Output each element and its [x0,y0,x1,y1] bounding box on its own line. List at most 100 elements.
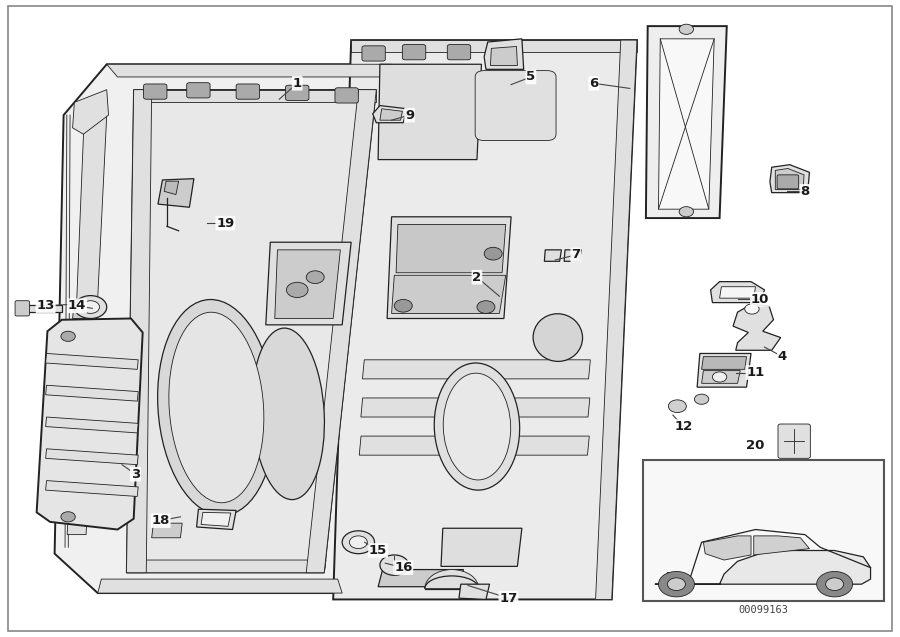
Circle shape [713,372,727,382]
Circle shape [61,512,76,522]
Polygon shape [720,287,755,298]
Polygon shape [378,569,464,587]
FancyBboxPatch shape [144,84,166,99]
FancyBboxPatch shape [15,301,30,316]
Polygon shape [387,217,511,318]
Bar [644,461,884,601]
Text: 14: 14 [68,299,86,312]
Polygon shape [73,90,109,134]
Circle shape [349,536,367,548]
Polygon shape [484,39,524,69]
Polygon shape [734,304,780,350]
FancyBboxPatch shape [236,84,259,99]
Circle shape [484,247,502,260]
Text: 8: 8 [800,185,810,198]
Polygon shape [363,360,590,379]
Polygon shape [564,250,581,261]
Ellipse shape [169,312,264,503]
Polygon shape [274,250,340,318]
Text: 16: 16 [394,561,412,574]
Text: 4: 4 [778,350,788,363]
Text: 13: 13 [36,299,55,312]
Ellipse shape [158,299,275,515]
Polygon shape [459,584,490,599]
FancyBboxPatch shape [402,45,426,60]
Ellipse shape [252,328,324,499]
Ellipse shape [443,373,510,480]
Circle shape [342,531,374,554]
Polygon shape [127,560,326,573]
Polygon shape [158,178,194,207]
Polygon shape [333,40,637,599]
Polygon shape [37,318,143,529]
Polygon shape [152,523,182,538]
Circle shape [668,578,686,590]
Circle shape [825,578,843,590]
Ellipse shape [435,363,519,490]
FancyBboxPatch shape [335,88,358,103]
Polygon shape [196,509,236,529]
Polygon shape [351,40,637,52]
Polygon shape [380,109,402,120]
Circle shape [82,301,100,313]
Polygon shape [46,480,139,496]
Polygon shape [68,115,107,534]
Polygon shape [753,536,809,555]
Polygon shape [441,528,522,566]
FancyBboxPatch shape [186,83,210,98]
Polygon shape [46,385,139,401]
Polygon shape [702,357,746,369]
Text: 20: 20 [746,439,765,452]
Circle shape [75,296,107,318]
Text: 5: 5 [526,71,536,83]
Polygon shape [596,40,637,599]
FancyBboxPatch shape [488,46,511,61]
Circle shape [659,571,695,597]
Text: 15: 15 [369,544,387,557]
Polygon shape [544,250,562,261]
Polygon shape [306,90,376,573]
FancyBboxPatch shape [778,424,810,459]
Polygon shape [378,64,482,160]
Polygon shape [55,64,400,593]
Polygon shape [491,47,518,66]
Polygon shape [711,282,764,303]
Polygon shape [164,181,178,194]
Polygon shape [775,169,804,189]
Polygon shape [702,371,741,383]
Polygon shape [46,354,139,369]
Polygon shape [98,579,342,593]
Polygon shape [704,536,751,560]
Polygon shape [698,354,751,387]
FancyBboxPatch shape [285,85,309,101]
Circle shape [680,24,694,34]
FancyBboxPatch shape [362,46,385,61]
Polygon shape [646,26,727,218]
Circle shape [286,282,308,297]
Wedge shape [425,569,479,589]
Polygon shape [770,165,809,192]
Polygon shape [361,398,590,417]
Polygon shape [201,512,230,526]
Circle shape [680,206,694,217]
Text: 00099163: 00099163 [739,605,788,615]
Polygon shape [266,242,351,325]
Circle shape [695,394,709,404]
Text: 6: 6 [590,77,598,90]
Circle shape [669,400,687,413]
Polygon shape [655,550,870,584]
Polygon shape [373,106,407,123]
Text: 10: 10 [751,293,770,306]
Polygon shape [134,90,376,103]
Polygon shape [73,299,93,318]
FancyBboxPatch shape [777,175,798,189]
Polygon shape [46,449,139,464]
Polygon shape [107,64,392,77]
Circle shape [816,571,852,597]
Text: 19: 19 [216,217,235,230]
FancyBboxPatch shape [475,71,556,141]
FancyBboxPatch shape [447,45,471,60]
Circle shape [744,304,759,314]
Polygon shape [21,304,62,312]
Text: 18: 18 [151,514,170,527]
